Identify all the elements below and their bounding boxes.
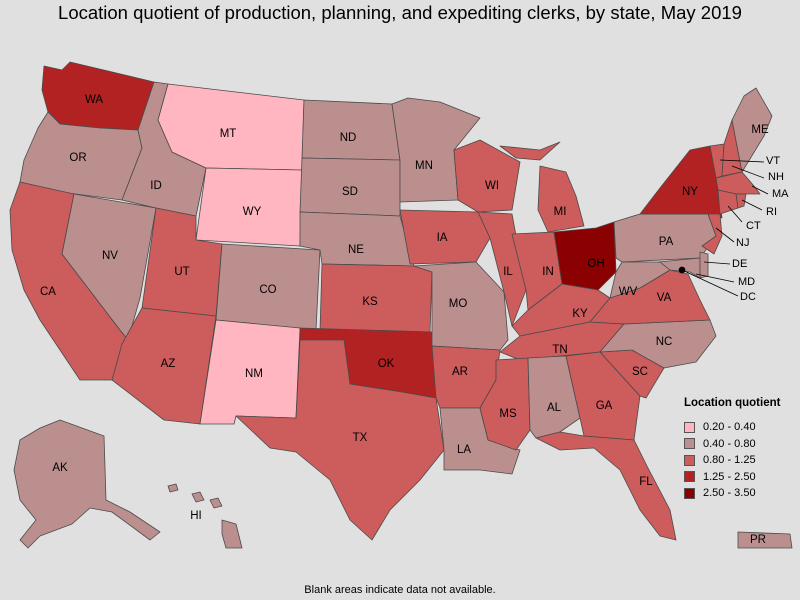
- svg-text:GA: GA: [596, 400, 613, 412]
- legend: Location quotient 0.20 - 0.40 0.40 - 0.8…: [684, 397, 780, 502]
- state-NY[interactable]: [639, 145, 723, 219]
- footnote: Blank areas indicate data not available.: [304, 584, 496, 596]
- legend-item: 0.80 - 1.25: [684, 452, 780, 469]
- legend-swatch: [684, 471, 695, 483]
- svg-text:FL: FL: [639, 476, 653, 488]
- svg-text:OR: OR: [69, 152, 86, 164]
- svg-text:ND: ND: [340, 132, 357, 144]
- svg-text:AZ: AZ: [161, 358, 176, 370]
- state-labels: WA OR CA NV ID MT WY UT AZ CO NM ND SD N…: [40, 94, 769, 546]
- svg-text:IN: IN: [542, 266, 554, 278]
- svg-text:MD: MD: [738, 276, 755, 288]
- svg-text:PA: PA: [659, 236, 674, 248]
- svg-text:IA: IA: [437, 232, 448, 244]
- legend-label: 2.50 - 3.50: [703, 487, 756, 500]
- legend-swatch: [684, 454, 695, 466]
- legend-title: Location quotient: [684, 397, 781, 409]
- svg-text:DC: DC: [740, 291, 756, 303]
- state-KS[interactable]: [319, 263, 433, 333]
- svg-text:MT: MT: [220, 128, 237, 140]
- svg-text:IL: IL: [503, 266, 513, 278]
- state-HI[interactable]: [167, 483, 243, 549]
- svg-text:SD: SD: [342, 186, 358, 198]
- svg-text:KY: KY: [572, 308, 588, 320]
- svg-text:VT: VT: [766, 155, 780, 167]
- svg-text:ME: ME: [751, 124, 769, 136]
- state-MO[interactable]: [413, 261, 509, 351]
- legend-swatch: [684, 421, 695, 433]
- svg-text:TX: TX: [353, 432, 368, 444]
- legend-label: 0.20 - 0.40: [703, 421, 756, 434]
- svg-text:NH: NH: [768, 171, 784, 183]
- svg-text:CA: CA: [40, 286, 56, 298]
- state-RI[interactable]: [735, 193, 747, 209]
- state-FL[interactable]: [535, 431, 677, 541]
- state-WV[interactable]: [609, 261, 671, 299]
- state-CT[interactable]: [717, 189, 739, 215]
- legend-item: 0.20 - 0.40: [684, 419, 780, 436]
- svg-text:OK: OK: [378, 358, 395, 370]
- state-WI[interactable]: [453, 139, 521, 213]
- svg-text:NV: NV: [102, 250, 118, 262]
- svg-text:MI: MI: [554, 206, 567, 218]
- svg-text:WA: WA: [85, 94, 103, 106]
- svg-text:RI: RI: [766, 206, 777, 218]
- legend-item: 0.40 - 0.80: [684, 436, 780, 453]
- state-DE[interactable]: [699, 251, 709, 279]
- state-PR[interactable]: [737, 531, 793, 549]
- legend-label: 0.40 - 0.80: [703, 437, 756, 450]
- svg-text:NE: NE: [348, 244, 364, 256]
- leader-lines: [681, 159, 769, 297]
- svg-text:LA: LA: [457, 444, 471, 456]
- legend-label: 1.25 - 2.50: [703, 470, 756, 483]
- svg-text:UT: UT: [174, 266, 189, 278]
- svg-text:AR: AR: [452, 366, 468, 378]
- svg-text:TN: TN: [552, 344, 567, 356]
- legend-swatch: [684, 438, 695, 450]
- svg-text:KS: KS: [362, 296, 378, 308]
- legend-label: 0.80 - 1.25: [703, 454, 756, 467]
- svg-text:MS: MS: [499, 408, 517, 420]
- state-IA[interactable]: [399, 209, 491, 265]
- svg-text:AK: AK: [52, 462, 68, 474]
- state-ND[interactable]: [301, 99, 401, 161]
- state-TX[interactable]: [235, 339, 445, 541]
- svg-text:WV: WV: [619, 286, 638, 298]
- svg-text:CT: CT: [746, 220, 761, 232]
- svg-text:HI: HI: [190, 510, 202, 522]
- svg-text:NY: NY: [682, 186, 698, 198]
- svg-text:WY: WY: [243, 206, 262, 218]
- state-MI[interactable]: [499, 141, 585, 233]
- svg-text:CO: CO: [259, 284, 276, 296]
- svg-text:WI: WI: [485, 180, 499, 192]
- legend-item: 2.50 - 3.50: [684, 485, 780, 502]
- svg-text:AL: AL: [547, 402, 562, 414]
- svg-text:PR: PR: [750, 534, 766, 546]
- svg-text:MN: MN: [415, 160, 433, 172]
- svg-text:SC: SC: [632, 366, 648, 378]
- state-AK[interactable]: [13, 419, 161, 549]
- svg-text:VA: VA: [657, 292, 672, 304]
- svg-text:MA: MA: [772, 188, 789, 200]
- svg-text:OH: OH: [587, 258, 604, 270]
- state-OH[interactable]: [553, 221, 617, 291]
- legend-item: 1.25 - 2.50: [684, 469, 780, 486]
- svg-text:NC: NC: [656, 336, 673, 348]
- legend-swatch: [684, 487, 695, 499]
- svg-text:DE: DE: [732, 258, 747, 270]
- page-title: Location quotient of production, plannin…: [58, 2, 742, 23]
- state-NJ[interactable]: [701, 213, 723, 255]
- small-state-labels: VT NH MA RI CT NJ DE MD DC: [732, 155, 789, 303]
- svg-text:NJ: NJ: [736, 237, 749, 249]
- svg-text:ID: ID: [150, 180, 162, 192]
- svg-text:MO: MO: [449, 298, 468, 310]
- svg-text:NM: NM: [245, 368, 263, 380]
